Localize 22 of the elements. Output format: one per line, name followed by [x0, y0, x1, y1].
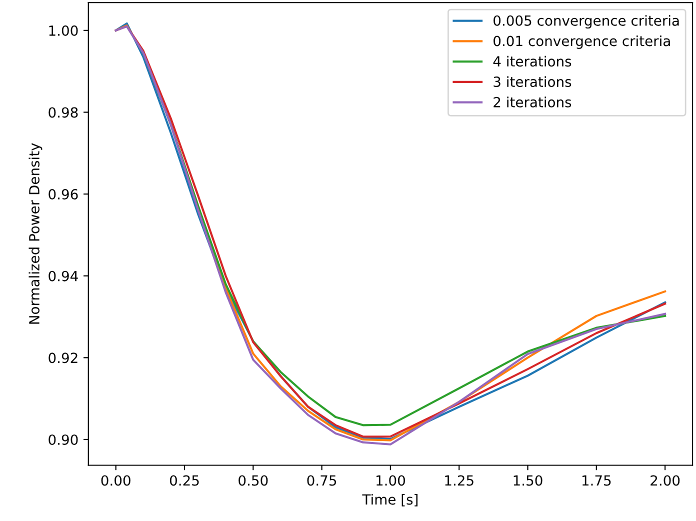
x-tick-label: 1.75	[582, 475, 611, 486]
y-tick-label: 1.00	[49, 25, 78, 36]
x-axis-title: Time [s]	[362, 494, 418, 506]
y-tick-label: 0.98	[48, 107, 78, 118]
legend-label: 0.005 convergence criteria	[494, 15, 679, 29]
x-tick-label: 0.00	[101, 475, 130, 486]
y-tick-label: 0.92	[48, 352, 78, 364]
x-tick-label: 1.50	[514, 475, 542, 486]
y-axis-title: Normalized Power Density	[28, 143, 42, 324]
legend-label: 2 iterations	[494, 96, 572, 108]
legend-label: 4 iterations	[493, 56, 572, 67]
x-tick-label: 0.75	[307, 475, 336, 486]
x-tick-label: 2.00	[650, 475, 680, 486]
y-tick-label: 0.90	[48, 434, 78, 445]
y-tick-label: 0.96	[48, 189, 78, 200]
legend-label: 3 iterations	[494, 76, 572, 88]
x-tick-label: 1.25	[445, 475, 474, 486]
x-tick-label: 0.50	[238, 475, 268, 486]
x-tick-label: 0.25	[170, 475, 199, 486]
x-tick-label: 1.00	[376, 475, 405, 486]
y-tick-label: 0.94	[48, 270, 78, 282]
legend-label: 0.01 convergence criteria	[494, 35, 670, 49]
